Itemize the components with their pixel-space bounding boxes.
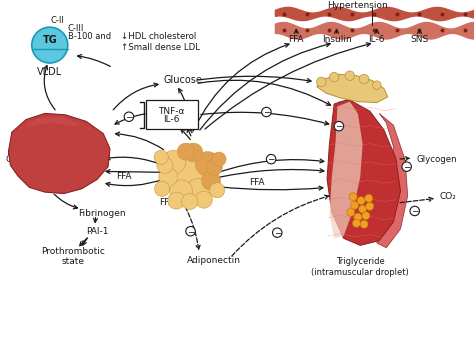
Circle shape — [354, 213, 362, 221]
Text: PAI-1: PAI-1 — [86, 227, 109, 236]
Circle shape — [262, 107, 271, 117]
Circle shape — [266, 155, 276, 164]
Circle shape — [168, 192, 185, 209]
Circle shape — [359, 74, 369, 84]
Text: CO₂: CO₂ — [440, 192, 457, 201]
Text: B-100 and: B-100 and — [68, 32, 111, 41]
Circle shape — [174, 157, 205, 188]
Circle shape — [349, 193, 357, 201]
Text: −: − — [411, 207, 419, 215]
Circle shape — [347, 208, 355, 216]
Circle shape — [162, 150, 186, 174]
Circle shape — [212, 152, 226, 166]
Circle shape — [124, 112, 134, 121]
Polygon shape — [377, 114, 408, 248]
Text: FFA: FFA — [159, 198, 174, 208]
Text: Insulin: Insulin — [337, 117, 367, 126]
Circle shape — [159, 168, 178, 186]
Circle shape — [186, 179, 210, 202]
Circle shape — [210, 183, 225, 198]
Circle shape — [334, 121, 344, 131]
Text: C-II: C-II — [51, 16, 64, 25]
Circle shape — [195, 152, 220, 176]
Circle shape — [345, 71, 355, 80]
Circle shape — [157, 157, 173, 173]
Text: Glucose: Glucose — [164, 76, 202, 86]
Circle shape — [170, 180, 192, 202]
Circle shape — [186, 226, 195, 236]
Text: −: − — [403, 162, 410, 171]
Text: ↓HDL cholesterol: ↓HDL cholesterol — [121, 32, 196, 41]
FancyBboxPatch shape — [146, 100, 198, 129]
Circle shape — [410, 206, 419, 216]
Circle shape — [184, 143, 203, 162]
Circle shape — [273, 228, 282, 237]
Circle shape — [373, 81, 381, 89]
Polygon shape — [327, 99, 401, 246]
Circle shape — [360, 220, 368, 228]
Text: Hypertension: Hypertension — [327, 1, 388, 10]
Circle shape — [154, 150, 168, 164]
Polygon shape — [329, 102, 363, 238]
PathPatch shape — [24, 117, 81, 128]
Text: IL-6: IL-6 — [369, 35, 385, 44]
Text: Insulin: Insulin — [322, 35, 351, 44]
Text: Triglyceride
(intramuscular droplet): Triglyceride (intramuscular droplet) — [311, 257, 409, 277]
Text: FFA: FFA — [249, 178, 264, 187]
Text: −: − — [273, 228, 281, 237]
Text: C-III: C-III — [68, 24, 84, 33]
Circle shape — [359, 205, 367, 213]
Text: VLDL: VLDL — [37, 67, 63, 77]
Text: −: − — [187, 227, 194, 236]
Text: TG: TG — [42, 35, 57, 45]
Circle shape — [362, 212, 370, 220]
Text: FFA: FFA — [289, 35, 304, 44]
Circle shape — [177, 143, 194, 160]
Text: Fibrinogen: Fibrinogen — [78, 209, 126, 218]
Circle shape — [317, 77, 326, 87]
Circle shape — [366, 202, 374, 210]
Text: −: − — [335, 122, 343, 131]
Text: SNS: SNS — [410, 35, 428, 44]
Text: IL-6: IL-6 — [164, 115, 180, 124]
Text: −: − — [125, 112, 133, 121]
Text: Glycogen: Glycogen — [416, 155, 457, 163]
Circle shape — [201, 171, 220, 190]
Text: FFA: FFA — [117, 172, 132, 181]
Circle shape — [32, 27, 68, 63]
Circle shape — [155, 181, 170, 196]
Circle shape — [206, 160, 222, 176]
Text: TNF-α: TNF-α — [159, 107, 185, 116]
Circle shape — [351, 201, 359, 209]
Circle shape — [402, 162, 411, 171]
Text: −: − — [263, 107, 270, 117]
PathPatch shape — [317, 74, 388, 103]
Circle shape — [365, 194, 373, 202]
Circle shape — [195, 191, 212, 208]
Text: ↑Small dense LDL: ↑Small dense LDL — [121, 43, 200, 52]
Circle shape — [182, 194, 198, 210]
Text: Adiponectin: Adiponectin — [187, 256, 241, 265]
Circle shape — [353, 219, 360, 227]
Text: CRP: CRP — [6, 155, 24, 163]
Circle shape — [357, 197, 365, 205]
Circle shape — [329, 73, 339, 82]
Text: −: − — [267, 155, 275, 163]
Text: Prothrombotic
state: Prothrombotic state — [42, 247, 105, 266]
PathPatch shape — [9, 114, 110, 194]
